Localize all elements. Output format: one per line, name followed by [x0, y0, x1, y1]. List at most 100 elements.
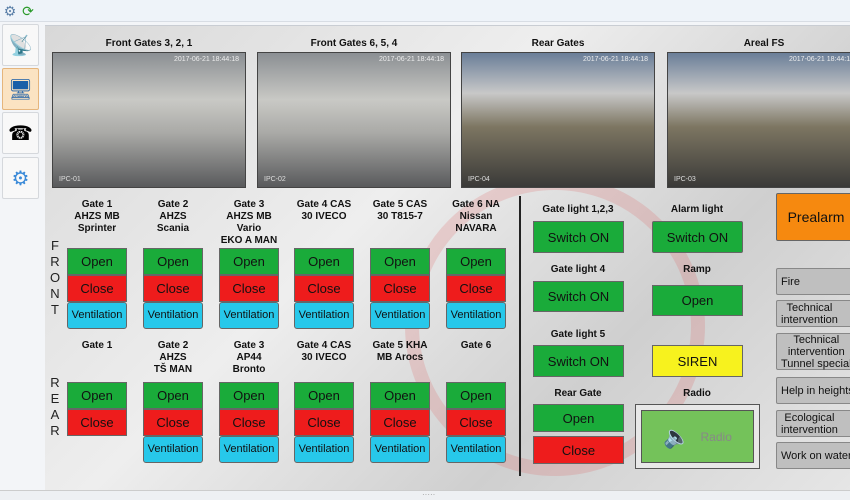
- camera-id: IPC-03: [674, 176, 696, 183]
- gate-label: Gate 3 AHZS MB Vario EKO A MAN: [220, 199, 278, 246]
- side-letter: A: [50, 407, 60, 422]
- camera-timestamp: 2017-06-21 18:44:18: [789, 56, 850, 63]
- radio-button-label: Radio: [700, 429, 732, 444]
- gate-light-4-switch-button[interactable]: Switch ON: [533, 281, 624, 312]
- rear-gate-5-open-button[interactable]: Open: [370, 382, 430, 409]
- gate-light-5-label: Gate light 5: [550, 329, 606, 340]
- rear-gate-4-close-button[interactable]: Close: [294, 409, 354, 436]
- camera-timestamp: 2017-06-21 18:44:18: [174, 56, 239, 63]
- ramp-open-button[interactable]: Open: [652, 285, 743, 316]
- side-letter: R: [50, 375, 60, 390]
- gate-label: Gate 5 KHA MB Arocs: [372, 340, 428, 363]
- radio-button[interactable]: 🔈 Radio: [635, 404, 760, 469]
- camera-title: Front Gates 6, 5, 4: [310, 38, 398, 49]
- rear-gate-5-ventilation-button[interactable]: Ventilation: [370, 436, 430, 463]
- gate-label: Gate 2 AHZS TŠ MAN: [153, 340, 193, 375]
- rear-gate-5-close-button[interactable]: Close: [370, 409, 430, 436]
- rear-gate-6-ventilation-button[interactable]: Ventilation: [446, 436, 506, 463]
- rear-gate-3-open-button[interactable]: Open: [219, 382, 279, 409]
- alarm-type-button[interactable]: Fire: [776, 268, 850, 295]
- refresh-icon[interactable]: ⟳: [22, 3, 34, 19]
- alarm-light-label: Alarm light: [670, 204, 724, 215]
- sidebar: 📡 🖥 ☎ ⚙: [0, 22, 40, 490]
- front-gate-4-ventilation-button[interactable]: Ventilation: [294, 302, 354, 329]
- gate-label: Gate 1: [81, 340, 113, 351]
- ramp-label: Ramp: [683, 264, 711, 275]
- alarm-type-button[interactable]: Technical intervention: [776, 300, 850, 327]
- front-gate-5-ventilation-button[interactable]: Ventilation: [370, 302, 430, 329]
- monitor-icon: 🖥: [7, 78, 34, 101]
- front-gate-2-ventilation-button[interactable]: Ventilation: [143, 302, 203, 329]
- alarm-type-button[interactable]: Technical intervention Tunnel special: [776, 333, 850, 370]
- rear-gate-3-close-button[interactable]: Close: [219, 409, 279, 436]
- front-gate-3-close-button[interactable]: Close: [219, 275, 279, 302]
- speaker-icon: 🔈: [663, 423, 691, 449]
- front-gate-6-open-button[interactable]: Open: [446, 248, 506, 275]
- front-gate-5-close-button[interactable]: Close: [370, 275, 430, 302]
- front-gate-4-close-button[interactable]: Close: [294, 275, 354, 302]
- sidebar-item-monitor[interactable]: 🖥: [2, 68, 39, 110]
- alarm-type-button[interactable]: Work on water: [776, 442, 850, 469]
- front-gate-4-open-button[interactable]: Open: [294, 248, 354, 275]
- front-gate-2-close-button[interactable]: Close: [143, 275, 203, 302]
- camera-id: IPC-01: [59, 176, 81, 183]
- front-gate-6-close-button[interactable]: Close: [446, 275, 506, 302]
- gate-light-5-switch-button[interactable]: Switch ON: [533, 345, 624, 377]
- rear-gate-1-close-button[interactable]: Close: [67, 409, 127, 436]
- rear-gate-4-ventilation-button[interactable]: Ventilation: [294, 436, 354, 463]
- alarm-type-button[interactable]: Ecological intervention: [776, 410, 850, 437]
- camera-title: Areal FS: [743, 38, 785, 49]
- rear-gate-4-open-button[interactable]: Open: [294, 382, 354, 409]
- front-gate-6-ventilation-button[interactable]: Ventilation: [446, 302, 506, 329]
- gate-label: Gate 1 AHZS MB Sprinter: [74, 199, 120, 234]
- rear-gate-3-ventilation-button[interactable]: Ventilation: [219, 436, 279, 463]
- prealarm-button[interactable]: Prealarm: [776, 193, 850, 241]
- rear-gate-open-button[interactable]: Open: [533, 404, 624, 432]
- radio-label: Radio: [683, 388, 711, 399]
- camera-title: Rear Gates: [531, 38, 585, 49]
- phone-icon: ☎: [8, 122, 33, 145]
- front-gate-1-ventilation-button[interactable]: Ventilation: [67, 302, 127, 329]
- front-gate-3-open-button[interactable]: Open: [219, 248, 279, 275]
- rear-gate-close-button[interactable]: Close: [533, 436, 624, 464]
- side-letter: R: [50, 254, 60, 269]
- side-letter: N: [50, 286, 60, 301]
- alarm-type-button[interactable]: Help in heights: [776, 377, 850, 404]
- side-letter: F: [51, 238, 59, 253]
- gate-label: Gate 4 CAS 30 IVECO: [296, 199, 352, 222]
- side-letter: E: [50, 391, 60, 406]
- divider: [519, 196, 521, 476]
- alarm-light-switch-button[interactable]: Switch ON: [652, 221, 743, 253]
- rear-gate-6-open-button[interactable]: Open: [446, 382, 506, 409]
- rear-gate-2-ventilation-button[interactable]: Ventilation: [143, 436, 203, 463]
- siren-button[interactable]: SIREN: [652, 345, 743, 377]
- side-letter: R: [50, 423, 60, 438]
- camera-feed[interactable]: 2017-06-21 18:44:18 IPC-03: [667, 52, 850, 188]
- rear-gate-1-open-button[interactable]: Open: [67, 382, 127, 409]
- sidebar-item-phone[interactable]: ☎: [2, 112, 39, 154]
- gate-label: Gate 5 CAS 30 T815-7: [372, 199, 428, 222]
- front-gate-1-close-button[interactable]: Close: [67, 275, 127, 302]
- camera-feed[interactable]: 2017-06-21 18:44:18 IPC-04: [461, 52, 655, 188]
- camera-feed[interactable]: 2017-06-21 18:44:18 IPC-02: [257, 52, 451, 188]
- settings-refresh-icon[interactable]: ⚙: [3, 3, 17, 19]
- front-gate-2-open-button[interactable]: Open: [143, 248, 203, 275]
- front-gate-1-open-button[interactable]: Open: [67, 248, 127, 275]
- gate-label: Gate 4 CAS 30 IVECO: [296, 340, 352, 363]
- front-gate-5-open-button[interactable]: Open: [370, 248, 430, 275]
- sidebar-item-settings[interactable]: ⚙: [2, 157, 39, 199]
- gate-label: Gate 3 AP44 Bronto: [232, 340, 266, 375]
- camera-feed[interactable]: 2017-06-21 18:44:18 IPC-01: [52, 52, 246, 188]
- resize-handle[interactable]: ·····: [422, 490, 436, 499]
- rear-gate-2-close-button[interactable]: Close: [143, 409, 203, 436]
- front-gate-3-ventilation-button[interactable]: Ventilation: [219, 302, 279, 329]
- rear-gate-label: Rear Gate: [554, 388, 602, 399]
- sidebar-item-antenna[interactable]: 📡: [2, 24, 39, 66]
- gate-light-123-switch-button[interactable]: Switch ON: [533, 221, 624, 253]
- antenna-icon: 📡: [8, 34, 33, 57]
- rear-gate-6-close-button[interactable]: Close: [446, 409, 506, 436]
- gate-label: Gate 2 AHZS Scania: [156, 199, 190, 234]
- rear-gate-2-open-button[interactable]: Open: [143, 382, 203, 409]
